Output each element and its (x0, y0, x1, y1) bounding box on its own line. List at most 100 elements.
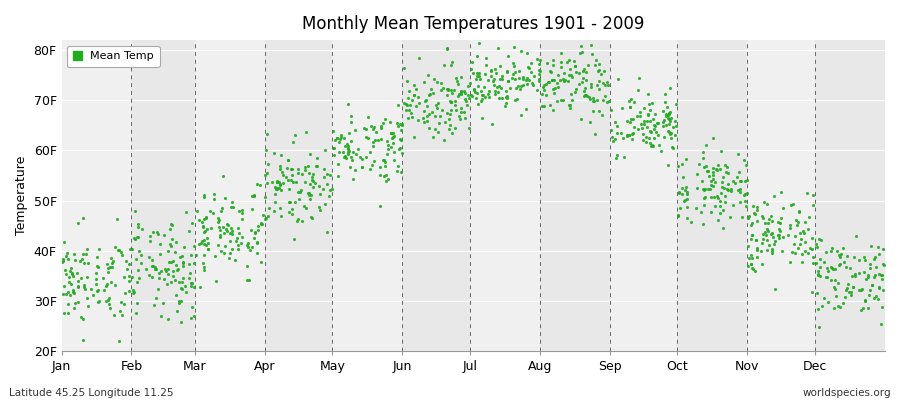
Point (142, 254, 157, 260)
Point (86, 292, 101, 298)
Point (103, 301, 117, 307)
Point (431, 99, 446, 106)
Point (273, 182, 287, 188)
Point (320, 229, 334, 235)
Point (139, 266, 153, 272)
Point (166, 258, 180, 264)
Point (877, 262, 891, 268)
Point (448, 102, 463, 108)
Point (532, 60, 546, 67)
Point (377, 157, 392, 163)
Point (424, 86, 438, 92)
Point (162, 258, 176, 265)
Point (518, 106, 533, 112)
Point (176, 260, 190, 266)
Point (788, 232, 803, 239)
Point (344, 138, 358, 144)
Point (872, 270, 886, 277)
Point (197, 216, 211, 222)
Point (663, 115, 678, 121)
Point (644, 142, 659, 149)
Point (265, 179, 279, 185)
Point (861, 272, 876, 278)
Point (91, 286, 105, 293)
Point (756, 236, 770, 242)
Point (717, 185, 732, 192)
Point (347, 127, 362, 133)
Point (625, 136, 639, 142)
Point (754, 261, 769, 267)
Point (563, 102, 578, 108)
Point (105, 264, 120, 270)
Point (392, 162, 406, 169)
Point (731, 151, 745, 158)
Point (829, 248, 843, 254)
Point (717, 162, 732, 168)
Point (545, 57, 560, 63)
Point (100, 261, 114, 268)
Point (120, 266, 134, 273)
Point (664, 130, 679, 136)
Point (245, 206, 259, 212)
Point (710, 166, 724, 173)
Point (270, 179, 284, 185)
Point (620, 117, 634, 124)
Point (706, 194, 721, 200)
Point (513, 86, 527, 92)
Point (126, 287, 140, 293)
Point (495, 76, 509, 82)
Point (757, 199, 771, 205)
Point (832, 262, 846, 268)
Point (650, 120, 664, 126)
Point (602, 98, 616, 105)
Point (282, 198, 296, 205)
Point (724, 186, 738, 192)
Point (433, 112, 447, 119)
Point (695, 178, 709, 184)
Point (591, 61, 606, 68)
Point (698, 202, 712, 208)
Point (871, 284, 886, 291)
Point (847, 254, 861, 260)
Point (862, 261, 877, 268)
Point (624, 96, 638, 103)
Point (112, 308, 127, 314)
Point (662, 128, 677, 135)
Point (364, 162, 379, 168)
Point (281, 157, 295, 163)
Point (310, 162, 324, 169)
Point (122, 273, 137, 279)
Bar (194, 40, 265, 351)
Point (622, 131, 636, 138)
Point (582, 94, 597, 100)
Point (418, 98, 433, 104)
Point (406, 82, 420, 89)
Point (341, 149, 356, 155)
Point (676, 198, 690, 204)
Point (176, 285, 190, 292)
Point (747, 211, 761, 218)
Point (258, 172, 273, 178)
Point (507, 63, 521, 70)
Point (647, 122, 662, 129)
Point (583, 119, 598, 125)
Point (718, 169, 733, 175)
Point (704, 182, 718, 189)
Bar (540, 40, 610, 351)
Point (284, 206, 299, 212)
Point (832, 261, 847, 267)
Point (659, 113, 673, 119)
Point (839, 264, 853, 270)
Point (590, 68, 605, 74)
Point (744, 265, 759, 272)
Point (403, 102, 418, 108)
Point (500, 68, 515, 74)
Point (764, 248, 778, 254)
Point (331, 173, 346, 179)
Point (586, 108, 600, 114)
Point (243, 247, 257, 254)
Point (565, 74, 580, 80)
Point (383, 130, 398, 136)
Point (590, 97, 604, 104)
Point (128, 208, 142, 214)
